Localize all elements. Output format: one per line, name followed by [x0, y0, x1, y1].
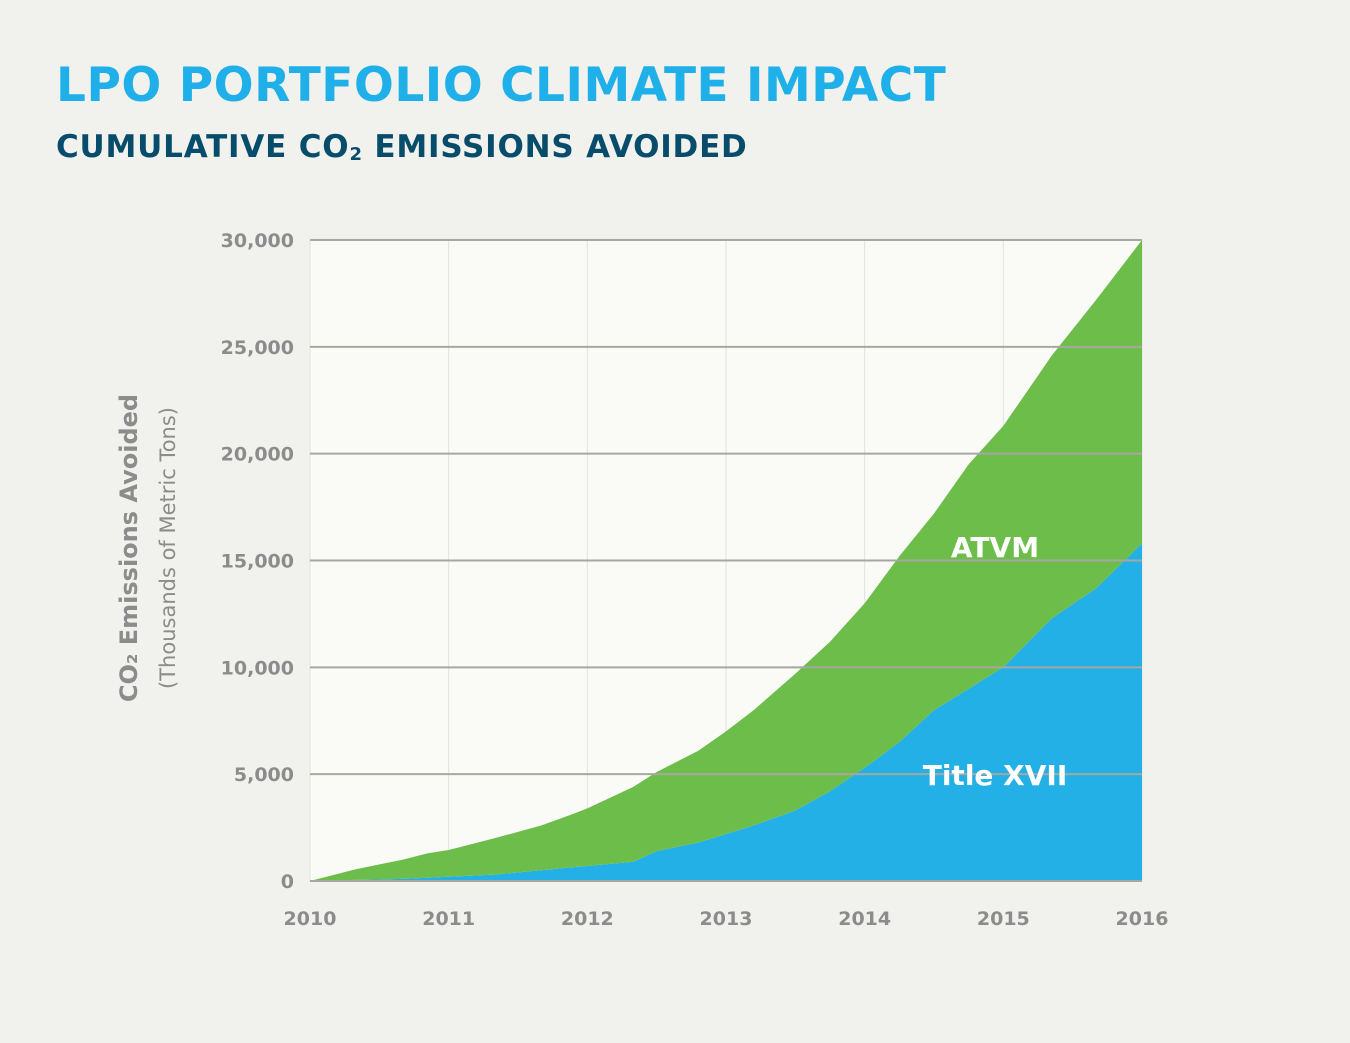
x-axis-tick-labels: 2010 2011 2012 2013 2014 2015 2016 — [284, 908, 1169, 930]
y-tick-label: 30,000 — [221, 230, 294, 252]
x-tick-label: 2010 — [284, 908, 337, 930]
series-labels: Title XVII ATVM — [923, 531, 1068, 792]
y-tick-label: 20,000 — [221, 444, 294, 466]
y-tick-label: 25,000 — [221, 337, 294, 359]
x-tick-label: 2012 — [561, 908, 614, 930]
series-label-title-xvii: Title XVII — [923, 759, 1068, 792]
y-tick-label: 0 — [281, 871, 294, 893]
x-tick-label: 2013 — [700, 908, 753, 930]
x-tick-label: 2015 — [977, 908, 1030, 930]
x-tick-label: 2014 — [838, 908, 891, 930]
chart-subtitle: CUMULATIVE CO2 EMISSIONS AVOIDED — [56, 129, 748, 165]
y-axis-tick-labels: 0 5,000 10,000 15,000 20,000 25,000 30,000 — [221, 230, 294, 893]
x-tick-label: 2011 — [422, 908, 475, 930]
area-title-xvii — [310, 543, 1142, 881]
y-tick-label: 10,000 — [221, 657, 294, 679]
chart-title: LPO PORTFOLIO CLIMATE IMPACT — [56, 58, 947, 113]
horizontal-gridlines — [310, 239, 1142, 882]
y-axis-label: CO₂ Emissions Avoided (Thousands of Metr… — [115, 394, 180, 702]
y-tick-label: 15,000 — [221, 551, 294, 573]
x-tick-label: 2016 — [1116, 908, 1169, 930]
y-axis-units: (Thousands of Metric Tons) — [156, 407, 180, 689]
series-label-atvm: ATVM — [951, 531, 1039, 564]
y-tick-label: 5,000 — [234, 764, 294, 786]
y-axis-title: CO₂ Emissions Avoided — [115, 394, 143, 702]
